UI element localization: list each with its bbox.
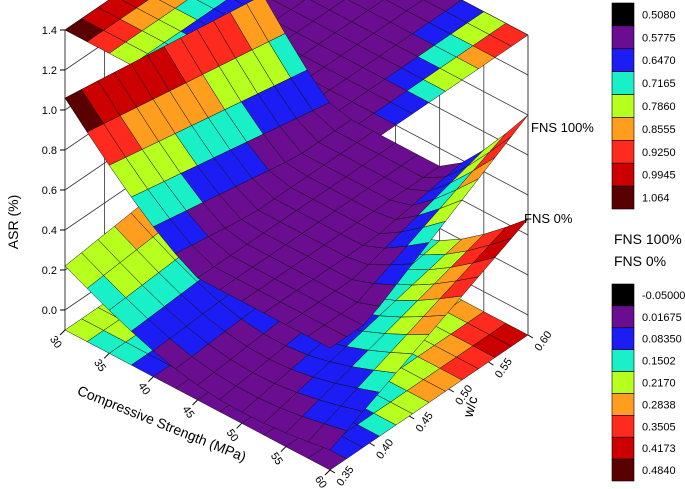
y-tick-mark xyxy=(408,415,415,420)
legend-swatch xyxy=(611,283,635,307)
z-axis-title: ASR (%) xyxy=(5,195,21,249)
legend-level-label: 1.064 xyxy=(642,193,670,205)
legend-swatch xyxy=(611,117,635,141)
y-tick-label: 0.45 xyxy=(414,410,436,434)
x-tick-label: 40 xyxy=(135,380,152,397)
legend-level-label: 0.4173 xyxy=(642,443,676,455)
legend-level-label: 0.4840 xyxy=(642,465,676,477)
legend-title-fns-100: FNS 100% xyxy=(614,231,682,247)
legend-swatch xyxy=(611,458,635,482)
x-axis-ticks: 30 35 40 45 50 55 60 xyxy=(47,329,331,489)
x-tick-mark xyxy=(147,376,154,383)
y-tick-mark xyxy=(488,361,494,366)
x-tick-label: 35 xyxy=(91,357,108,374)
legend-swatch xyxy=(611,436,635,460)
legend-level-label: 0.7165 xyxy=(642,78,676,90)
z-axis-ticks: 0.0 0.2 0.4 0.6 0.8 1.0 1.2 1.4 xyxy=(42,25,65,317)
x-tick-label: 50 xyxy=(224,427,241,444)
legend-swatch xyxy=(611,327,635,350)
legend-swatch xyxy=(611,415,635,438)
x-tick-mark xyxy=(324,469,331,476)
z-tick-label: 1.2 xyxy=(42,65,57,77)
x-tick-mark xyxy=(280,446,287,453)
legend-swatch xyxy=(611,349,635,372)
legend-level-label: -0.05000 xyxy=(642,290,685,302)
y-tick-mark xyxy=(527,334,534,339)
surface-label-fns-100: FNS 100% xyxy=(531,120,594,135)
y-tick-label: 0.60 xyxy=(532,329,554,353)
y-tick-mark xyxy=(448,388,455,393)
legend-swatch xyxy=(611,71,635,95)
legend-level-label: 0.2838 xyxy=(642,399,676,411)
y-tick-mark xyxy=(369,442,375,447)
legend-swatch xyxy=(611,2,635,27)
z-tick-label: 0.8 xyxy=(42,145,57,157)
y-axis-title: w/c xyxy=(459,394,480,419)
x-tick-label: 55 xyxy=(268,450,285,467)
legend-level-label: 0.7860 xyxy=(642,101,676,113)
legend-swatch xyxy=(611,140,635,164)
surface-cell xyxy=(307,324,347,349)
legend-level-label: 0.08350 xyxy=(642,334,682,346)
x-tick-label: 45 xyxy=(180,404,197,421)
legend-level-label: 0.3505 xyxy=(642,421,676,433)
z-tick-label: 1.0 xyxy=(42,105,57,117)
legend-fns-0: -0.05000 0.01675 0.08350 0.1502 0.2170 0.2838… xyxy=(611,283,685,482)
surface-cell xyxy=(489,114,529,153)
surface-label-fns-0: FNS 0% xyxy=(524,211,573,226)
legend-swatch xyxy=(611,371,635,394)
x-tick-label: 30 xyxy=(47,334,64,351)
surface-cell xyxy=(307,423,347,451)
legend-swatch xyxy=(611,185,635,210)
legend-level-label: 0.5775 xyxy=(642,32,676,44)
legend-title-fns-0: FNS 0% xyxy=(614,253,666,269)
legend-level-label: 0.2170 xyxy=(642,378,676,390)
legend-level-label: 0.1502 xyxy=(642,356,676,368)
x-tick-mark xyxy=(59,329,66,336)
x-tick-mark xyxy=(192,399,198,406)
legend-level-label: 0.5080 xyxy=(642,9,676,21)
legend-swatch xyxy=(611,393,635,416)
y-tick-label: 0.35 xyxy=(334,464,356,488)
legend-swatch xyxy=(611,162,635,187)
legend-level-label: 0.8555 xyxy=(642,124,676,136)
x-tick-mark xyxy=(236,422,243,429)
z-tick-label: 0.6 xyxy=(42,185,57,197)
y-tick-mark xyxy=(329,469,336,474)
y-tick-label: 0.55 xyxy=(493,356,515,380)
y-tick-label: 0.40 xyxy=(374,437,396,461)
x-tick-mark xyxy=(103,352,110,359)
x-tick-label: 60 xyxy=(312,474,329,489)
surface-fns-100 xyxy=(64,0,529,349)
legend-swatch xyxy=(611,94,635,118)
z-tick-label: 1.4 xyxy=(42,25,57,37)
legend-swatch xyxy=(611,25,635,50)
legend-level-label: 0.6470 xyxy=(642,55,676,67)
z-tick-label: 0.4 xyxy=(42,225,57,237)
legend-swatch xyxy=(611,48,635,72)
legend-swatch xyxy=(611,305,635,329)
legend-fns-100: 0.5080 0.5775 0.6470 0.7165 0.7860 0.8555 0.92… xyxy=(611,2,676,210)
legend-level-label: 0.9250 xyxy=(642,147,676,159)
surface-cell xyxy=(307,446,347,471)
z-tick-label: 0.0 xyxy=(42,305,57,317)
z-tick-label: 0.2 xyxy=(42,265,57,277)
legend-level-label: 0.01675 xyxy=(642,312,682,324)
legend-level-label: 0.9945 xyxy=(642,170,676,182)
